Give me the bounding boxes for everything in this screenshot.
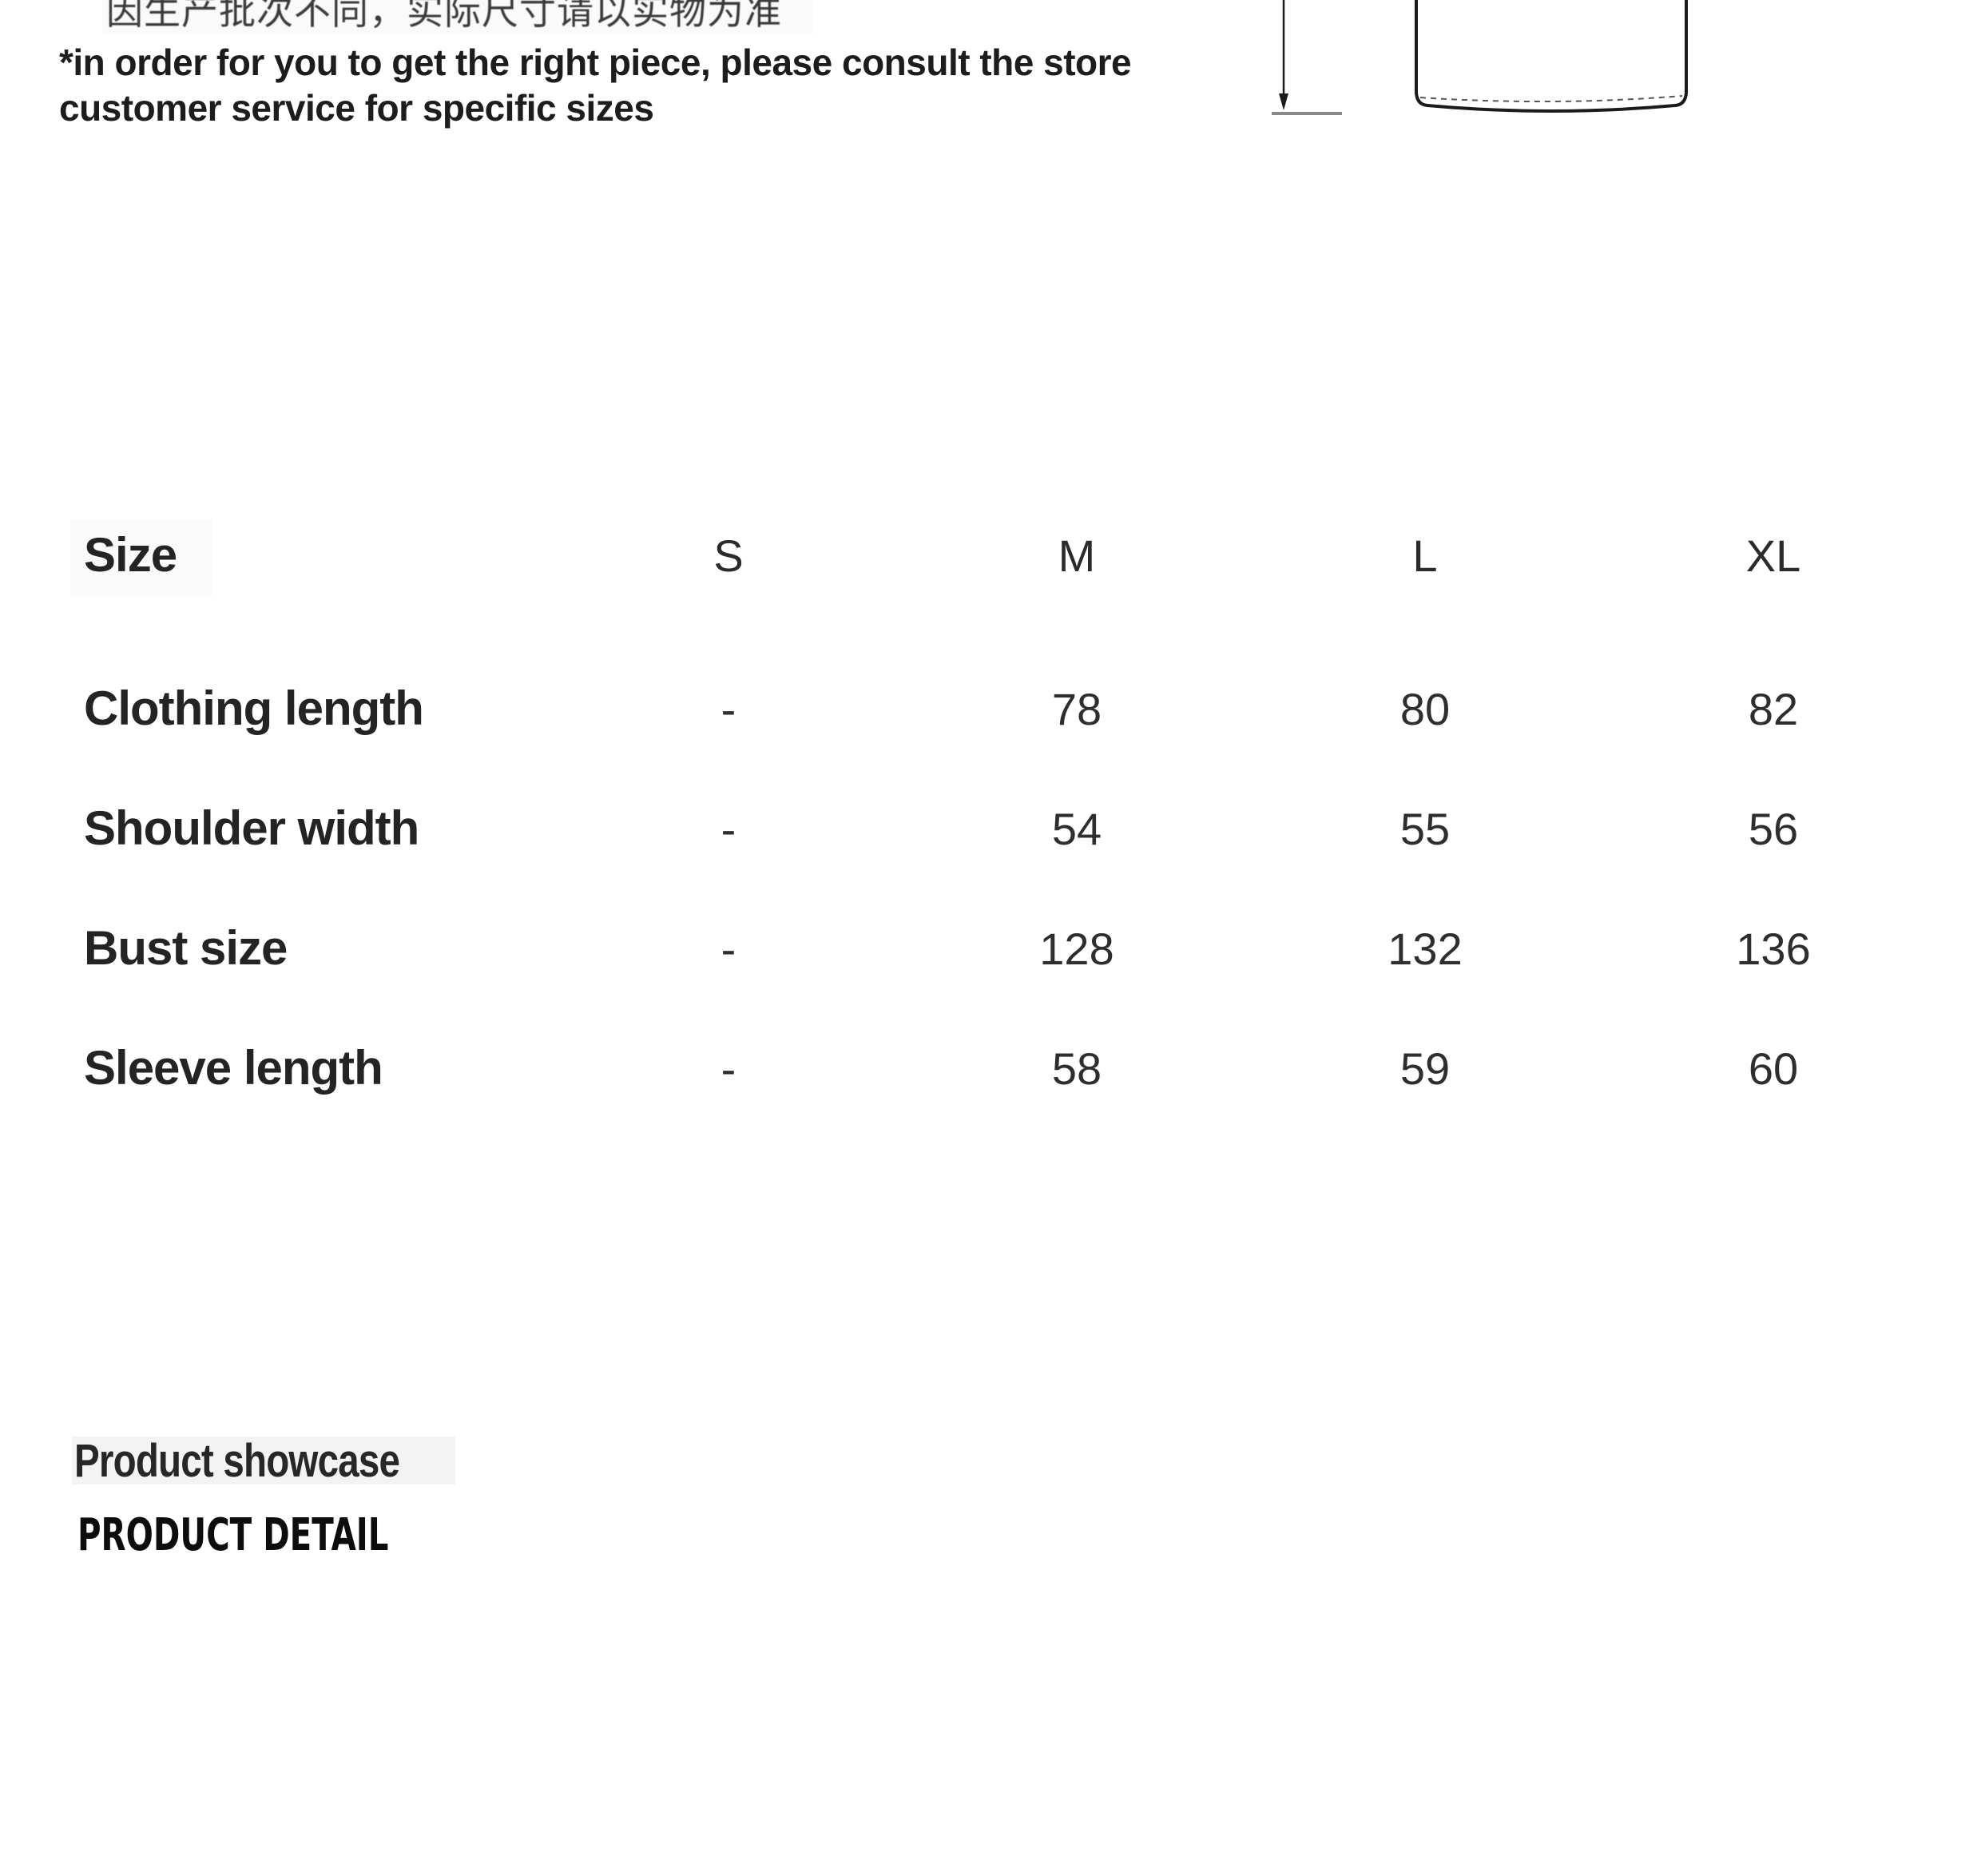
cell-value: 82 [1748,684,1799,734]
garment-hem-sketch [1272,0,1688,115]
cell-value: 128 [1039,924,1114,974]
size-table-header-row: Size S M L XL [0,527,1947,582]
cell-value: 58 [1051,1043,1102,1094]
cell-value: - [721,1043,736,1094]
size-col-xl: XL [1745,531,1801,581]
row-label: Shoulder width [84,801,419,855]
cell-value: - [721,804,736,854]
cell-value: 55 [1399,804,1451,854]
product-detail-heading: PRODUCT DETAIL [77,1509,389,1561]
table-row-clothing-length: Clothing length - 78 80 82 [0,681,1947,736]
cell-value: 80 [1399,684,1451,734]
garment-outline [1415,0,1688,113]
size-col-m: M [1058,531,1096,581]
hem-stitch-line [1419,95,1683,103]
table-row-sleeve-length: Sleeve length - 58 59 60 [0,1040,1947,1095]
cell-value: 132 [1387,924,1463,974]
cell-value: 59 [1399,1043,1451,1094]
chinese-disclaimer-clipped: 因生产批次不同，实际尺寸请以实物为准 [106,0,782,32]
size-col-l: L [1412,531,1438,581]
row-label: Sleeve length [84,1041,383,1095]
cell-value: 54 [1051,804,1102,854]
size-col-s: S [713,531,744,581]
cell-value: - [721,684,736,734]
english-disclaimer: *in order for you to get the right piece… [59,42,1132,129]
cell-value: 136 [1736,924,1811,974]
cell-value: 78 [1051,684,1102,734]
measure-arrowhead-icon [1279,93,1288,110]
size-table-title: Size [84,528,177,582]
table-row-shoulder-width: Shoulder width - 54 55 56 [0,801,1947,856]
table-row-bust-size: Bust size - 128 132 136 [0,920,1947,976]
row-label: Bust size [84,921,288,975]
cell-value: 60 [1748,1043,1799,1094]
cell-value: - [721,924,736,974]
product-showcase-heading: Product showcase [74,1435,400,1487]
cell-value: 56 [1748,804,1799,854]
row-label: Clothing length [84,682,424,735]
